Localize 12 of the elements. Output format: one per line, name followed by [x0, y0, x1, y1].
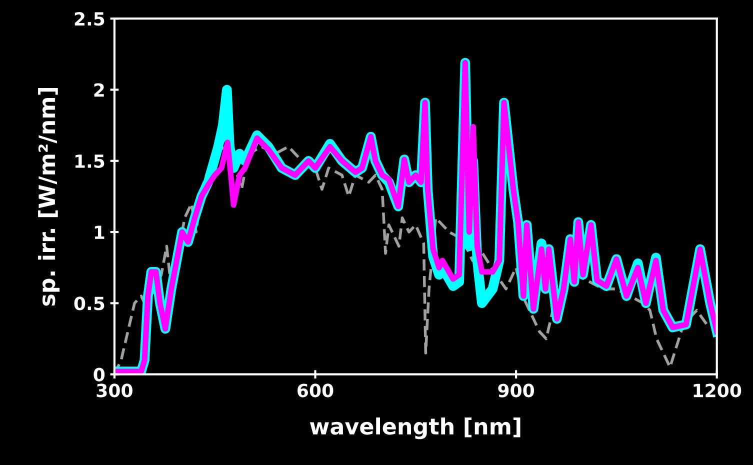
y-tick-label: 1.5	[75, 154, 104, 168]
x-tick-label: 600	[298, 384, 334, 398]
x-tick-label: 300	[96, 384, 132, 398]
y-tick-label: 0	[94, 368, 105, 382]
y-tick-label: 1	[94, 226, 104, 239]
x-tick-label: 900	[498, 384, 534, 398]
y-tick-label: 0.5	[74, 296, 104, 310]
x-tick-label: 1200	[694, 384, 742, 398]
y-axis-title: sp. irr. [W/m²/nm]	[38, 88, 60, 306]
x-axis-title: wavelength [nm]	[310, 417, 520, 440]
y-tick-label: 2.5	[74, 12, 104, 26]
y-tick-label: 2	[94, 83, 104, 97]
